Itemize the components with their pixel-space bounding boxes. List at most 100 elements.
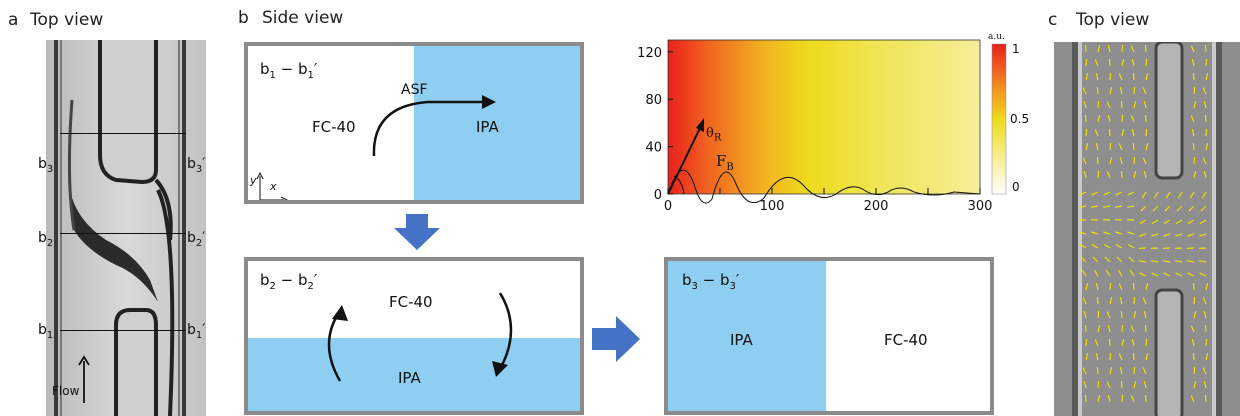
theta-r-annotation: θR [706, 126, 722, 144]
velocity-vector [1203, 171, 1207, 179]
velocity-vector [1095, 353, 1099, 361]
velocity-vector [1109, 142, 1112, 151]
velocity-vector [1097, 100, 1100, 109]
panel-b-letter: b [238, 8, 249, 28]
velocity-vector [1191, 129, 1195, 137]
velocity-vector [1091, 191, 1099, 196]
velocity-vector [1145, 283, 1149, 291]
right-arrow [592, 316, 640, 362]
velocity-vector [1187, 219, 1195, 225]
velocity-vector [1118, 353, 1123, 361]
velocity-vector [1115, 243, 1123, 249]
velocity-vector [1187, 233, 1195, 237]
xy-axes-icon [256, 171, 289, 200]
velocity-vector [1094, 339, 1099, 347]
side-view-box-b2: b2 − b2′ FC-40 IPA [244, 257, 584, 415]
velocity-vector [1130, 325, 1135, 333]
velocity-vector [1205, 58, 1208, 67]
velocity-vector [1121, 394, 1124, 403]
velocity-vector [1199, 233, 1207, 237]
velocity-vector [1105, 269, 1111, 277]
velocity-vector [1202, 297, 1207, 305]
flow-label: Flow [52, 384, 80, 398]
velocity-vector [1096, 156, 1099, 165]
velocity-vector [1082, 157, 1087, 165]
velocity-vector [1130, 45, 1135, 53]
velocity-vector [1144, 114, 1147, 123]
velocity-vector [1151, 233, 1159, 237]
velocity-vector [1192, 72, 1195, 81]
velocity-vector [1108, 58, 1111, 67]
velocity-vector [1097, 310, 1100, 319]
velocity-vector [1085, 73, 1089, 81]
heatmap-field [668, 40, 980, 194]
panel-a-micrograph [46, 40, 206, 416]
panel-c-micrograph [1054, 42, 1240, 416]
label-b2-right: b2′ [187, 230, 206, 249]
velocity-vector [1079, 205, 1087, 208]
panel-c-title: Top view [1076, 10, 1150, 30]
velocity-vector [1199, 260, 1207, 263]
label-b1-left: b1 [38, 322, 54, 341]
velocity-vector [1119, 87, 1123, 95]
side-view-box-b3: b3 − b3′ IPA FC-40 [664, 257, 994, 415]
velocity-vector [1096, 296, 1099, 305]
velocity-vector [1133, 311, 1137, 319]
velocity-vector [1145, 128, 1148, 137]
velocity-vector [1203, 381, 1207, 389]
label-b3-right: b3′ [187, 156, 206, 175]
velocity-vector [1121, 114, 1124, 123]
velocity-vector [1205, 353, 1209, 361]
lower-pillar [1154, 288, 1184, 416]
velocity-vector [1118, 73, 1123, 81]
velocity-vector [1177, 191, 1183, 199]
panel-a-letter: a [8, 10, 19, 30]
velocity-vector [1193, 381, 1197, 389]
line-b1 [60, 330, 186, 331]
upper-pillar [1154, 42, 1184, 180]
label-b1-right: b1′ [187, 322, 206, 341]
velocity-vector [1128, 256, 1135, 263]
velocity-vector [1133, 381, 1137, 389]
velocity-vector [1139, 233, 1147, 237]
velocity-vector [1139, 260, 1147, 263]
velocity-vector [1103, 191, 1111, 196]
velocity-vector [1103, 243, 1111, 249]
colorbar [991, 43, 1007, 195]
velocity-vector [1142, 367, 1147, 375]
velocity-vector [1144, 324, 1147, 333]
velocity-vector [1079, 243, 1087, 249]
label-b3-left: b3 [38, 156, 54, 175]
velocity-vector [1120, 100, 1123, 109]
velocity-vector [1152, 205, 1159, 212]
velocity-vector [1130, 115, 1135, 123]
panel-b-title: Side view [262, 8, 344, 28]
velocity-vector [1193, 171, 1197, 179]
velocity-vector [1080, 256, 1087, 263]
velocity-vector [1193, 86, 1196, 95]
y-tick-label: 120 [637, 46, 662, 61]
velocity-vector [1151, 260, 1159, 263]
velocity-vector [1095, 73, 1099, 81]
velocity-vector [1202, 87, 1207, 95]
velocity-vector [1085, 338, 1088, 347]
velocity-vector [1097, 380, 1100, 389]
velocity-vector [1130, 395, 1135, 403]
velocity-vector [1106, 171, 1111, 179]
velocity-vector [1127, 205, 1135, 208]
velocity-vector [1131, 339, 1135, 347]
velocity-vector [1193, 101, 1197, 109]
asf-label: ASF [401, 82, 428, 98]
velocity-vector [1082, 87, 1087, 95]
box-b2-label: b2 − b2′ [260, 271, 318, 292]
velocity-vector [1085, 283, 1089, 291]
velocity-vector [1133, 296, 1136, 305]
force-b-annotation: FB [716, 152, 734, 173]
velocity-vector [1104, 256, 1111, 263]
velocity-vector [1202, 157, 1207, 165]
velocity-vector [1093, 269, 1099, 277]
velocity-vector [1083, 381, 1087, 389]
velocity-vector [1192, 282, 1195, 291]
velocity-vector [1085, 143, 1089, 151]
line-b2 [60, 233, 186, 234]
